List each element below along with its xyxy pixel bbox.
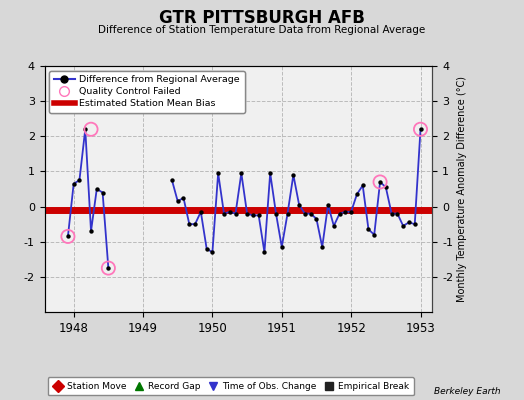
Point <box>179 194 188 201</box>
Point <box>260 249 269 256</box>
Point <box>225 209 234 215</box>
Point <box>99 189 107 196</box>
Y-axis label: Monthly Temperature Anomaly Difference (°C): Monthly Temperature Anomaly Difference (… <box>457 76 467 302</box>
Point <box>301 210 309 217</box>
Point <box>185 221 193 227</box>
Point <box>283 210 292 217</box>
Point <box>364 226 373 233</box>
Point <box>255 212 263 218</box>
Point <box>411 221 419 227</box>
Point <box>393 210 401 217</box>
Point <box>243 210 252 217</box>
Point <box>341 209 350 215</box>
Point <box>266 170 275 176</box>
Point <box>416 126 424 132</box>
Point <box>335 210 344 217</box>
Point <box>191 221 199 227</box>
Point <box>381 184 390 190</box>
Point <box>104 265 113 271</box>
Point <box>81 126 90 132</box>
Point <box>387 210 396 217</box>
Point <box>93 186 101 192</box>
Point <box>278 244 286 250</box>
Point <box>70 180 78 187</box>
Point <box>318 244 326 250</box>
Point <box>289 172 298 178</box>
Point <box>295 202 303 208</box>
Point <box>168 177 176 184</box>
Point <box>173 198 182 204</box>
Point <box>104 265 113 271</box>
Text: Berkeley Earth: Berkeley Earth <box>434 387 500 396</box>
Point <box>347 209 355 215</box>
Point <box>237 170 246 176</box>
Point <box>272 210 280 217</box>
Text: GTR PITTSBURGH AFB: GTR PITTSBURGH AFB <box>159 9 365 27</box>
Legend: Difference from Regional Average, Quality Control Failed, Estimated Station Mean: Difference from Regional Average, Qualit… <box>49 71 245 113</box>
Point <box>376 179 384 185</box>
Text: Difference of Station Temperature Data from Regional Average: Difference of Station Temperature Data f… <box>99 25 425 35</box>
Point <box>416 126 424 132</box>
Point <box>405 219 413 226</box>
Point <box>202 246 211 252</box>
Point <box>307 210 315 217</box>
Legend: Station Move, Record Gap, Time of Obs. Change, Empirical Break: Station Move, Record Gap, Time of Obs. C… <box>48 378 413 396</box>
Point <box>196 209 205 215</box>
Point <box>376 179 384 185</box>
Point <box>353 191 361 198</box>
Point <box>312 216 321 222</box>
Point <box>220 210 228 217</box>
Point <box>214 170 222 176</box>
Point <box>399 223 407 229</box>
Point <box>370 232 378 238</box>
Point <box>64 233 72 240</box>
Point <box>231 210 239 217</box>
Point <box>330 223 338 229</box>
Point <box>249 212 257 218</box>
Point <box>87 126 95 132</box>
Point <box>358 182 367 189</box>
Point <box>208 249 216 256</box>
Point <box>75 177 84 184</box>
Point <box>324 202 332 208</box>
Point <box>87 228 95 234</box>
Point <box>64 233 72 240</box>
